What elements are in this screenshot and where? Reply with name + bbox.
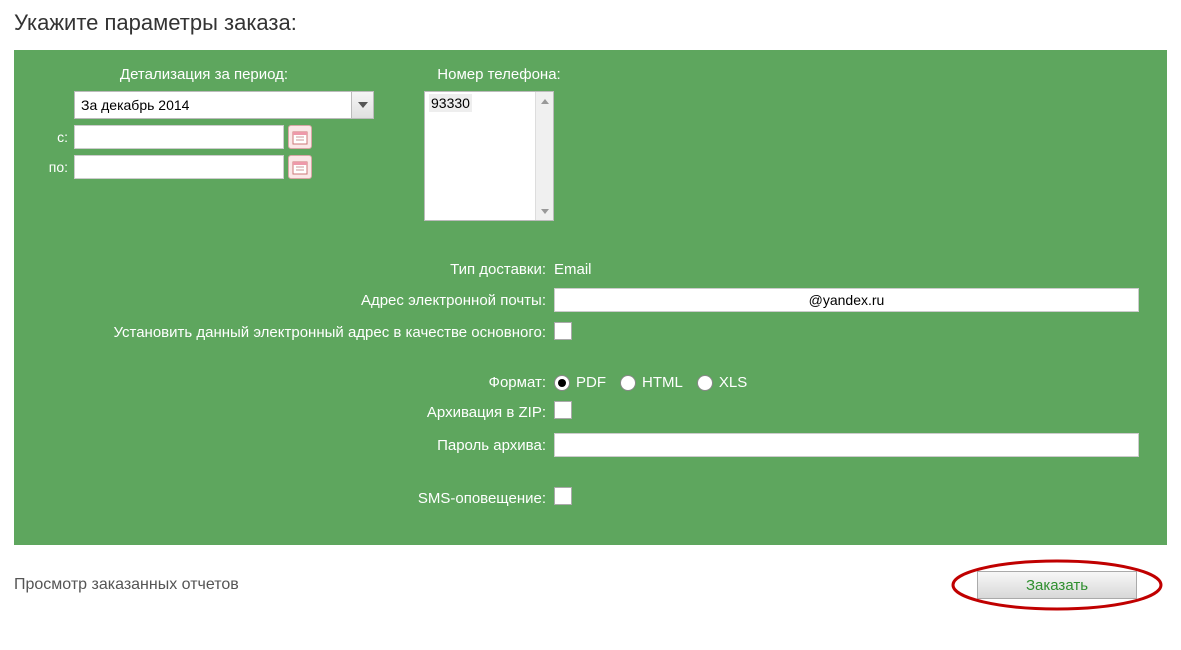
dropdown-icon[interactable] xyxy=(351,92,373,118)
delivery-type-value: Email xyxy=(554,261,1147,278)
sms-checkbox[interactable] xyxy=(554,487,572,505)
phone-block: Номер телефона: 93330 xyxy=(424,66,574,221)
password-input[interactable] xyxy=(554,433,1139,457)
phone-list[interactable]: 93330 xyxy=(424,91,554,221)
footer-row: Просмотр заказанных отчетов Заказать xyxy=(0,545,1181,613)
format-radio-group: PDF HTML XLS xyxy=(554,374,1147,391)
sms-label: SMS-оповещение: xyxy=(34,490,554,507)
email-input[interactable] xyxy=(554,288,1139,312)
password-row: Пароль архива: xyxy=(34,433,1147,457)
zip-checkbox[interactable] xyxy=(554,401,572,419)
delivery-type-row: Тип доставки: Email xyxy=(34,261,1147,278)
set-primary-checkbox[interactable] xyxy=(554,322,572,340)
date-from-row: с: xyxy=(34,125,374,149)
date-from-input[interactable] xyxy=(74,125,284,149)
calendar-icon[interactable] xyxy=(288,155,312,179)
format-row: Формат: PDF HTML XLS xyxy=(34,374,1147,391)
date-to-input[interactable] xyxy=(74,155,284,179)
delivery-type-label: Тип доставки: xyxy=(34,261,554,278)
order-form-panel: Детализация за период: За декабрь 2014 с… xyxy=(14,50,1167,545)
set-primary-label: Установить данный электронный адрес в ка… xyxy=(34,323,554,343)
top-row: Детализация за период: За декабрь 2014 с… xyxy=(34,66,1147,221)
period-header: Детализация за период: xyxy=(34,66,374,83)
phone-header: Номер телефона: xyxy=(424,66,574,83)
period-select-value: За декабрь 2014 xyxy=(75,97,351,113)
set-primary-row: Установить данный электронный адрес в ка… xyxy=(34,322,1147,344)
scroll-up-icon[interactable] xyxy=(536,92,553,110)
format-radio-xls-label: XLS xyxy=(719,374,747,391)
period-select[interactable]: За декабрь 2014 xyxy=(74,91,374,119)
email-row: Адрес электронной почты: xyxy=(34,288,1147,312)
page-title: Укажите параметры заказа: xyxy=(0,0,1181,50)
email-label: Адрес электронной почты: xyxy=(34,292,554,309)
phone-option[interactable]: 93330 xyxy=(429,94,472,112)
period-block: Детализация за период: За декабрь 2014 с… xyxy=(34,66,374,221)
date-from-label: с: xyxy=(34,129,74,145)
view-reports-link[interactable]: Просмотр заказанных отчетов xyxy=(14,576,239,594)
date-to-label: по: xyxy=(34,159,74,175)
date-to-row: по: xyxy=(34,155,374,179)
format-radio-html[interactable] xyxy=(620,375,636,391)
sms-row: SMS-оповещение: xyxy=(34,487,1147,509)
format-radio-pdf-label: PDF xyxy=(576,374,606,391)
format-radio-xls[interactable] xyxy=(697,375,713,391)
calendar-icon[interactable] xyxy=(288,125,312,149)
scrollbar[interactable] xyxy=(535,92,553,220)
order-button-wrap: Заказать xyxy=(947,557,1167,613)
scroll-down-icon[interactable] xyxy=(536,202,553,220)
format-label: Формат: xyxy=(34,374,554,391)
zip-label: Архивация в ZIP: xyxy=(34,404,554,421)
order-button[interactable]: Заказать xyxy=(977,571,1137,599)
password-label: Пароль архива: xyxy=(34,437,554,454)
format-radio-pdf[interactable] xyxy=(554,375,570,391)
zip-row: Архивация в ZIP: xyxy=(34,401,1147,423)
format-radio-html-label: HTML xyxy=(642,374,683,391)
phone-options: 93330 xyxy=(425,92,535,220)
